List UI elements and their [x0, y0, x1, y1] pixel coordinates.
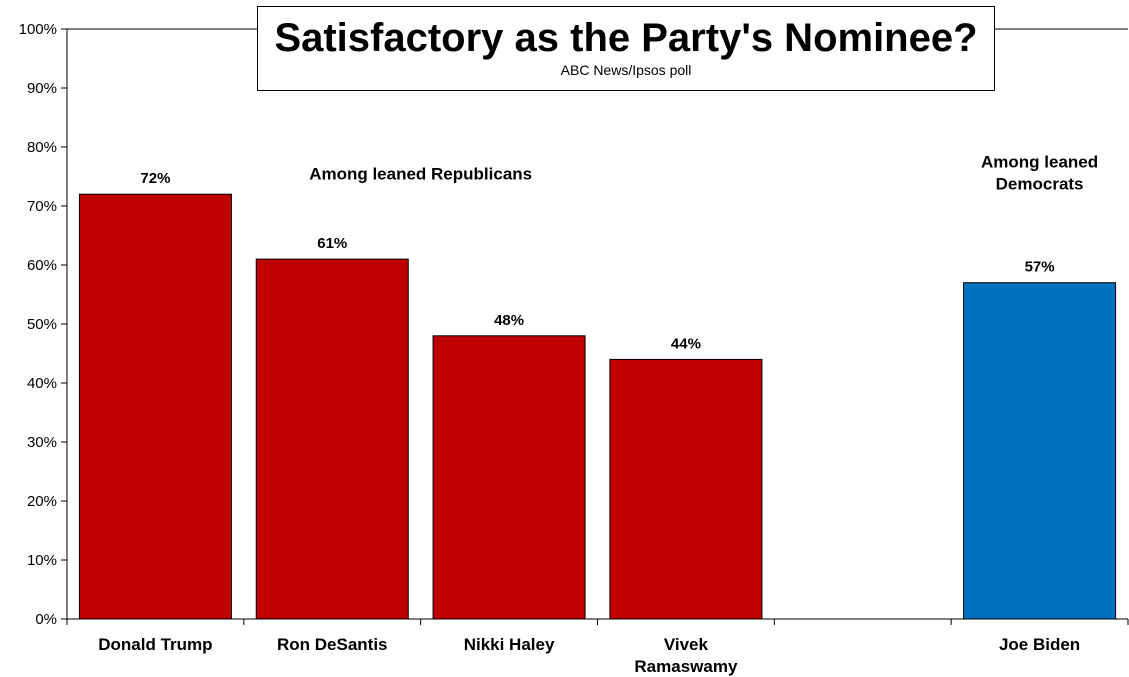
labels: 72% Donald Trump 61% Ron DeSantis 48% Nikki H… [98, 153, 1098, 676]
annotation-republicans: Among leaned Republicans [309, 164, 532, 183]
chart-title: Satisfactory as the Party's Nominee? [274, 16, 978, 60]
bar [255, 258, 409, 620]
bar [432, 335, 586, 620]
data-label: 57% [1025, 259, 1055, 276]
x-tick-label: Ramaswamy [634, 657, 738, 676]
y-tick-label: 0% [35, 611, 57, 628]
x-tick-label: Joe Biden [999, 635, 1080, 654]
x-tick-label: Ron DeSantis [277, 635, 388, 654]
y-tick-label: 30% [27, 434, 57, 451]
axes: 0% 10% 20% 30% 40% 50% 60% 70% 80% 90% 100% [19, 21, 1129, 628]
x-tick-label: Nikki Haley [464, 635, 555, 654]
chart-subtitle: ABC News/Ipsos poll [560, 62, 692, 78]
y-tick-label: 60% [27, 257, 57, 274]
y-tick-label: 70% [27, 198, 57, 215]
bars [78, 193, 1117, 620]
y-tick-label: 10% [27, 552, 57, 569]
y-tick-label: 90% [27, 80, 57, 97]
x-tick-label: Donald Trump [98, 635, 212, 654]
chart-title-box: Satisfactory as the Party's Nominee? ABC… [257, 6, 995, 91]
bar [609, 358, 763, 620]
annotation-democrats: Among leaned [981, 153, 1098, 172]
x-tick-label: Vivek [664, 635, 709, 654]
data-label: 48% [494, 312, 524, 329]
data-label: 44% [671, 335, 701, 352]
data-label: 61% [317, 235, 347, 252]
data-label: 72% [140, 170, 170, 187]
y-tick-label: 80% [27, 139, 57, 156]
y-tick-label: 50% [27, 316, 57, 333]
bar [78, 193, 232, 620]
annotation-democrats: Democrats [996, 175, 1084, 194]
bar [963, 282, 1117, 620]
y-tick-label: 20% [27, 493, 57, 510]
y-tick-label: 100% [19, 21, 57, 38]
y-tick-label: 40% [27, 375, 57, 392]
